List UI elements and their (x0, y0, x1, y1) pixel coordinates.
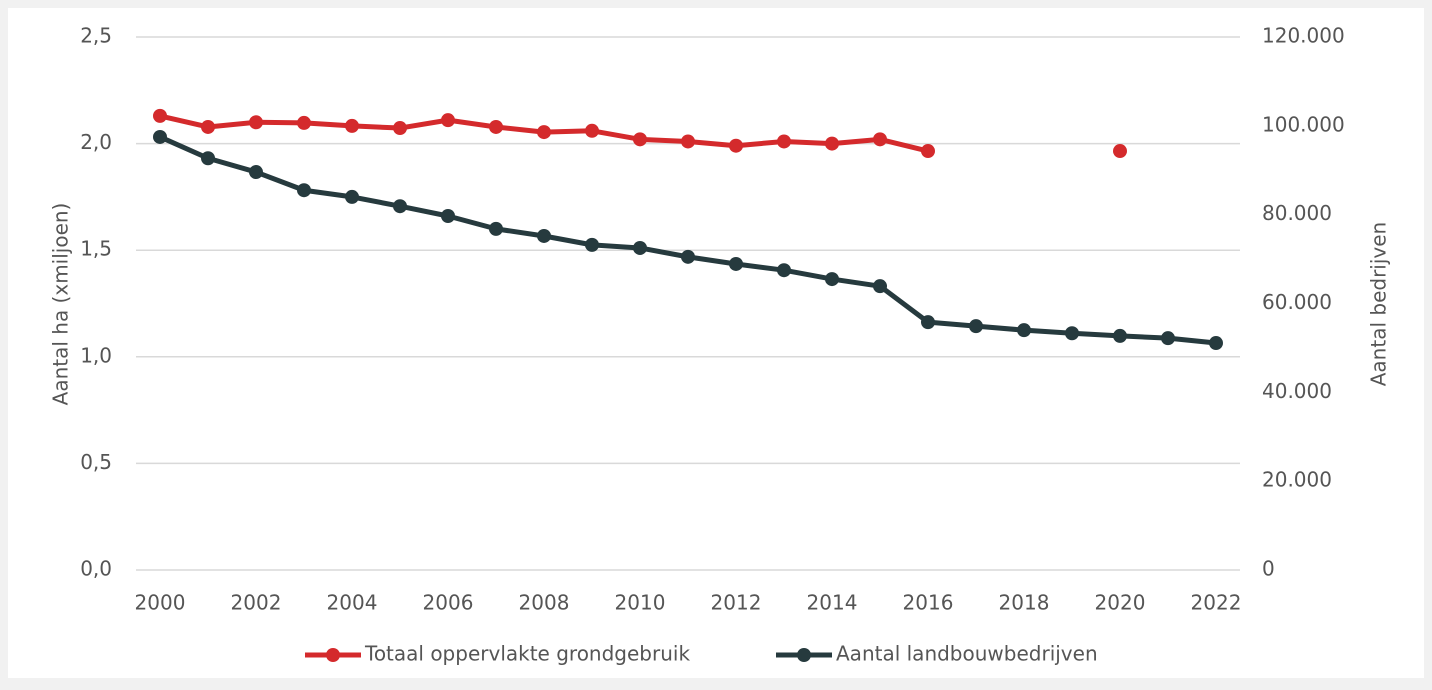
data-point (729, 256, 743, 271)
x-tick-label: 2010 (615, 591, 666, 615)
data-point (249, 115, 263, 130)
y-tick-label: 0,0 (80, 557, 112, 581)
data-point (489, 119, 503, 134)
data-point (153, 108, 167, 123)
x-tick-label: 2016 (903, 591, 954, 615)
y2-tick-label: 100.000 (1262, 112, 1345, 136)
x-tick-label: 2022 (1191, 591, 1242, 615)
data-point (1065, 326, 1079, 341)
data-point (825, 136, 839, 151)
data-point (489, 221, 503, 236)
y2-tick-label: 60.000 (1262, 290, 1332, 314)
x-tick-label: 2000 (135, 591, 186, 615)
x-tick-label: 2014 (807, 591, 858, 615)
data-point (873, 132, 887, 147)
y2-tick-label: 80.000 (1262, 201, 1332, 225)
data-point (345, 118, 359, 133)
y-tick-label: 1,5 (80, 237, 112, 261)
data-point (921, 144, 935, 159)
data-point (921, 315, 935, 330)
data-point (537, 228, 551, 243)
data-point (441, 208, 455, 223)
y-tick-label: 0,5 (80, 450, 112, 474)
data-point (297, 115, 311, 130)
x-tick-label: 2018 (999, 591, 1050, 615)
data-point (825, 272, 839, 287)
y2-tick-label: 20.000 (1262, 468, 1332, 492)
x-tick-label: 2006 (423, 591, 474, 615)
data-point (1113, 328, 1127, 343)
x-tick-label: 2008 (519, 591, 570, 615)
data-point (441, 113, 455, 128)
data-point (393, 199, 407, 214)
y-tick-label: 1,0 (80, 343, 112, 367)
legend-marker (326, 648, 340, 662)
data-point (729, 138, 743, 153)
data-point (681, 249, 695, 264)
y2-tick-label: 40.000 (1262, 379, 1332, 403)
data-point (633, 132, 647, 147)
y2-tick-label: 0 (1262, 557, 1275, 581)
y2-axis-title: Aantal bedrijven (1367, 222, 1391, 386)
data-point (633, 240, 647, 255)
data-point (537, 125, 551, 140)
data-point (1113, 144, 1127, 159)
chart-background (8, 8, 1424, 678)
legend-label: Aantal landbouwbedrijven (836, 642, 1098, 666)
y-axis-title: Aantal ha (xmiljoen) (49, 203, 73, 406)
y-tick-label: 2,0 (80, 130, 112, 154)
data-point (585, 237, 599, 252)
data-point (1209, 336, 1223, 351)
x-tick-label: 2004 (327, 591, 378, 615)
data-point (249, 165, 263, 180)
data-point (297, 183, 311, 198)
data-point (345, 189, 359, 204)
legend-marker (797, 648, 811, 662)
x-tick-label: 2002 (231, 591, 282, 615)
y-tick-label: 2,5 (80, 24, 112, 48)
y2-tick-label: 120.000 (1262, 24, 1345, 48)
data-point (681, 134, 695, 149)
data-point (969, 319, 983, 334)
data-point (393, 121, 407, 136)
data-point (201, 119, 215, 134)
x-tick-label: 2020 (1095, 591, 1146, 615)
data-point (777, 263, 791, 278)
data-point (585, 123, 599, 138)
data-point (1017, 323, 1031, 338)
data-point (1161, 331, 1175, 346)
data-point (201, 151, 215, 166)
x-tick-label: 2012 (711, 591, 762, 615)
data-point (153, 129, 167, 144)
legend-label: Totaal oppervlakte grondgebruik (364, 642, 690, 666)
data-point (873, 279, 887, 294)
data-point (777, 134, 791, 149)
